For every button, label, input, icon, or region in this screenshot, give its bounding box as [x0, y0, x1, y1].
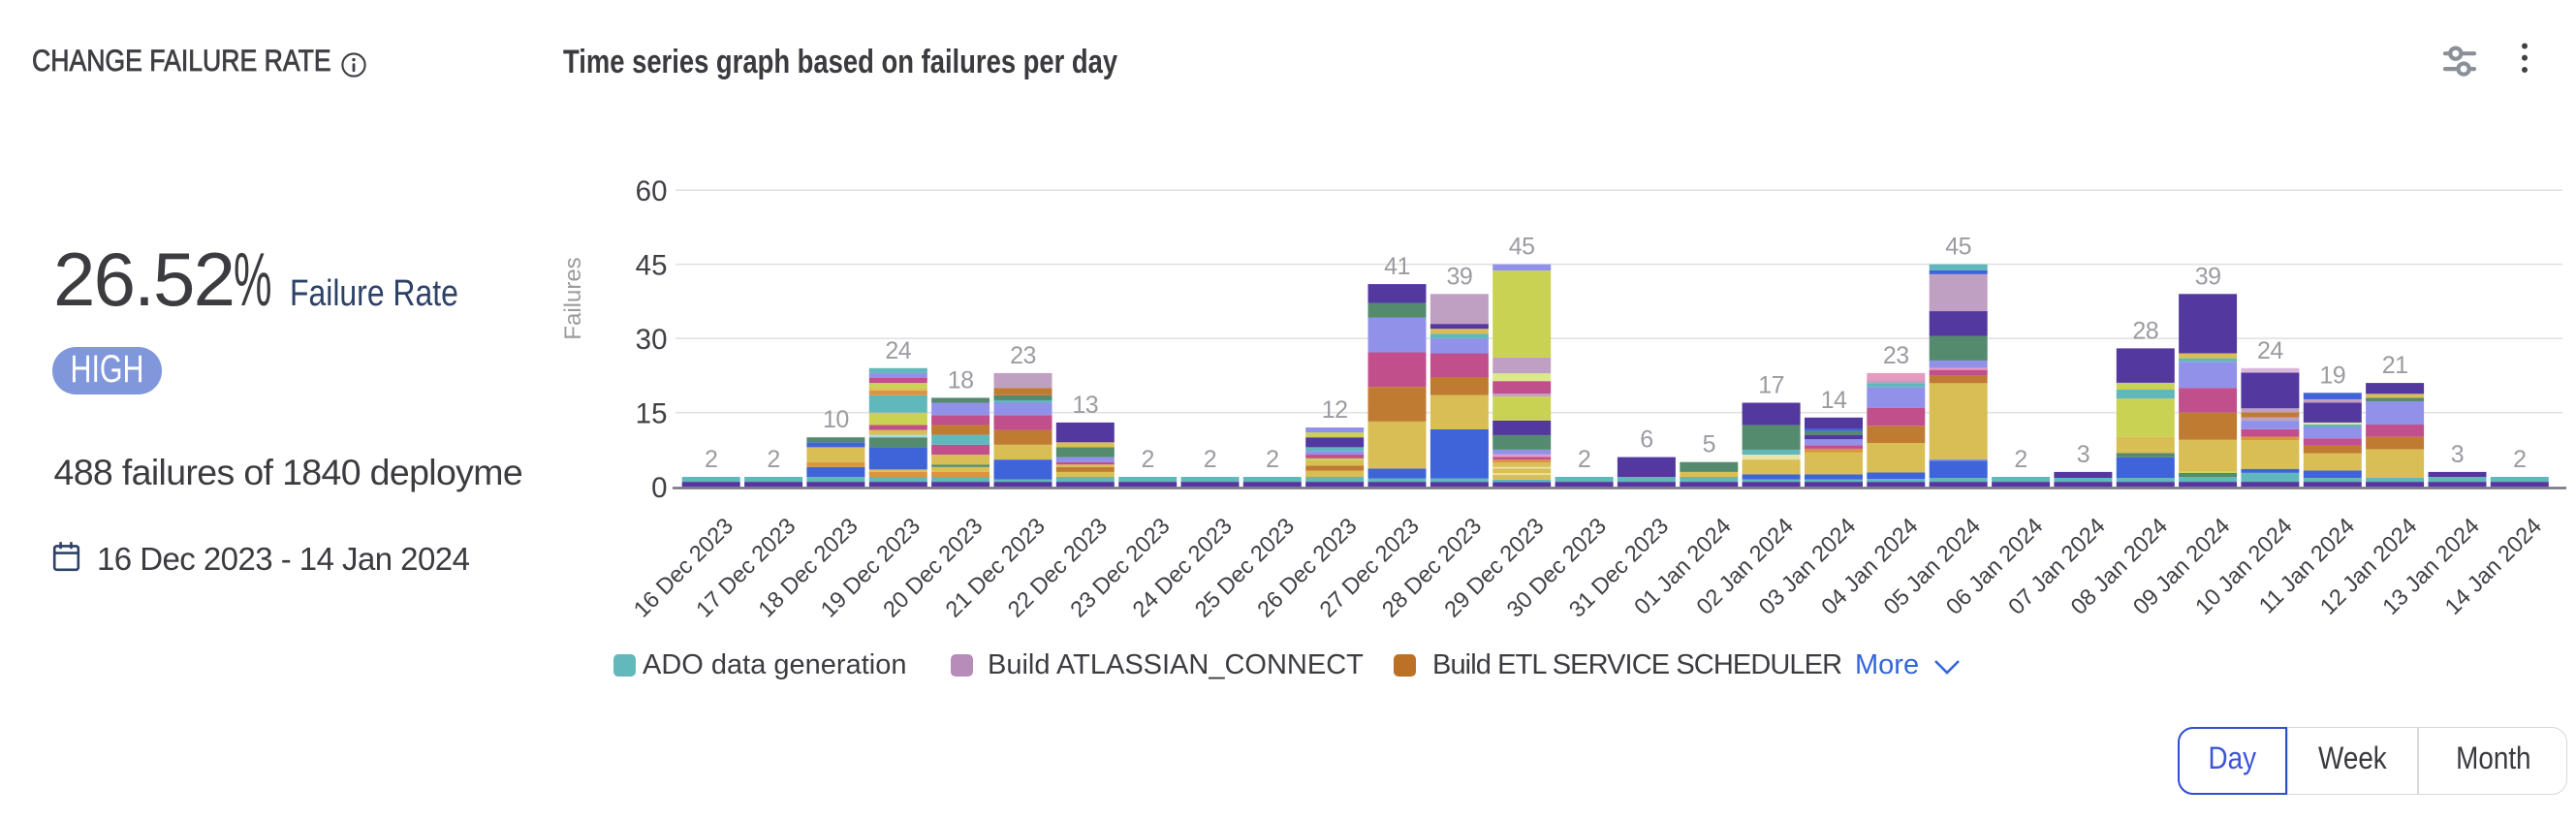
svg-text:2: 2 [1578, 446, 1590, 473]
svg-text:18: 18 [948, 366, 974, 394]
svg-text:13: 13 [1072, 392, 1098, 419]
svg-text:14: 14 [1821, 387, 1847, 414]
svg-text:2: 2 [2014, 446, 2026, 473]
svg-text:2: 2 [1204, 446, 1216, 473]
svg-text:24: 24 [2257, 337, 2283, 364]
svg-text:39: 39 [2195, 263, 2221, 290]
svg-text:45: 45 [1509, 234, 1535, 261]
svg-text:60: 60 [636, 175, 668, 207]
svg-text:21: 21 [2382, 352, 2408, 379]
svg-text:39: 39 [1446, 263, 1472, 290]
svg-text:3: 3 [2451, 441, 2464, 468]
svg-text:23: 23 [1883, 342, 1909, 369]
svg-text:2: 2 [2513, 446, 2526, 473]
svg-text:24: 24 [885, 337, 911, 364]
svg-text:Failures: Failures [560, 257, 586, 339]
svg-text:5: 5 [1703, 431, 1715, 458]
svg-text:19: 19 [2319, 362, 2345, 389]
svg-text:45: 45 [636, 250, 668, 282]
svg-text:30: 30 [636, 324, 668, 356]
svg-text:2: 2 [1266, 446, 1278, 473]
svg-text:41: 41 [1384, 253, 1410, 280]
svg-text:2: 2 [1141, 446, 1153, 473]
svg-text:0: 0 [651, 472, 667, 504]
svg-text:17: 17 [1758, 372, 1784, 399]
svg-text:10: 10 [823, 406, 849, 433]
svg-text:2: 2 [705, 446, 717, 473]
svg-text:6: 6 [1640, 426, 1652, 454]
svg-text:2: 2 [767, 446, 779, 473]
svg-text:3: 3 [2077, 441, 2089, 468]
svg-text:45: 45 [1945, 234, 1971, 261]
svg-text:28: 28 [2132, 317, 2158, 344]
svg-text:15: 15 [636, 398, 668, 430]
svg-text:12: 12 [1322, 396, 1348, 424]
svg-text:23: 23 [1010, 342, 1036, 369]
